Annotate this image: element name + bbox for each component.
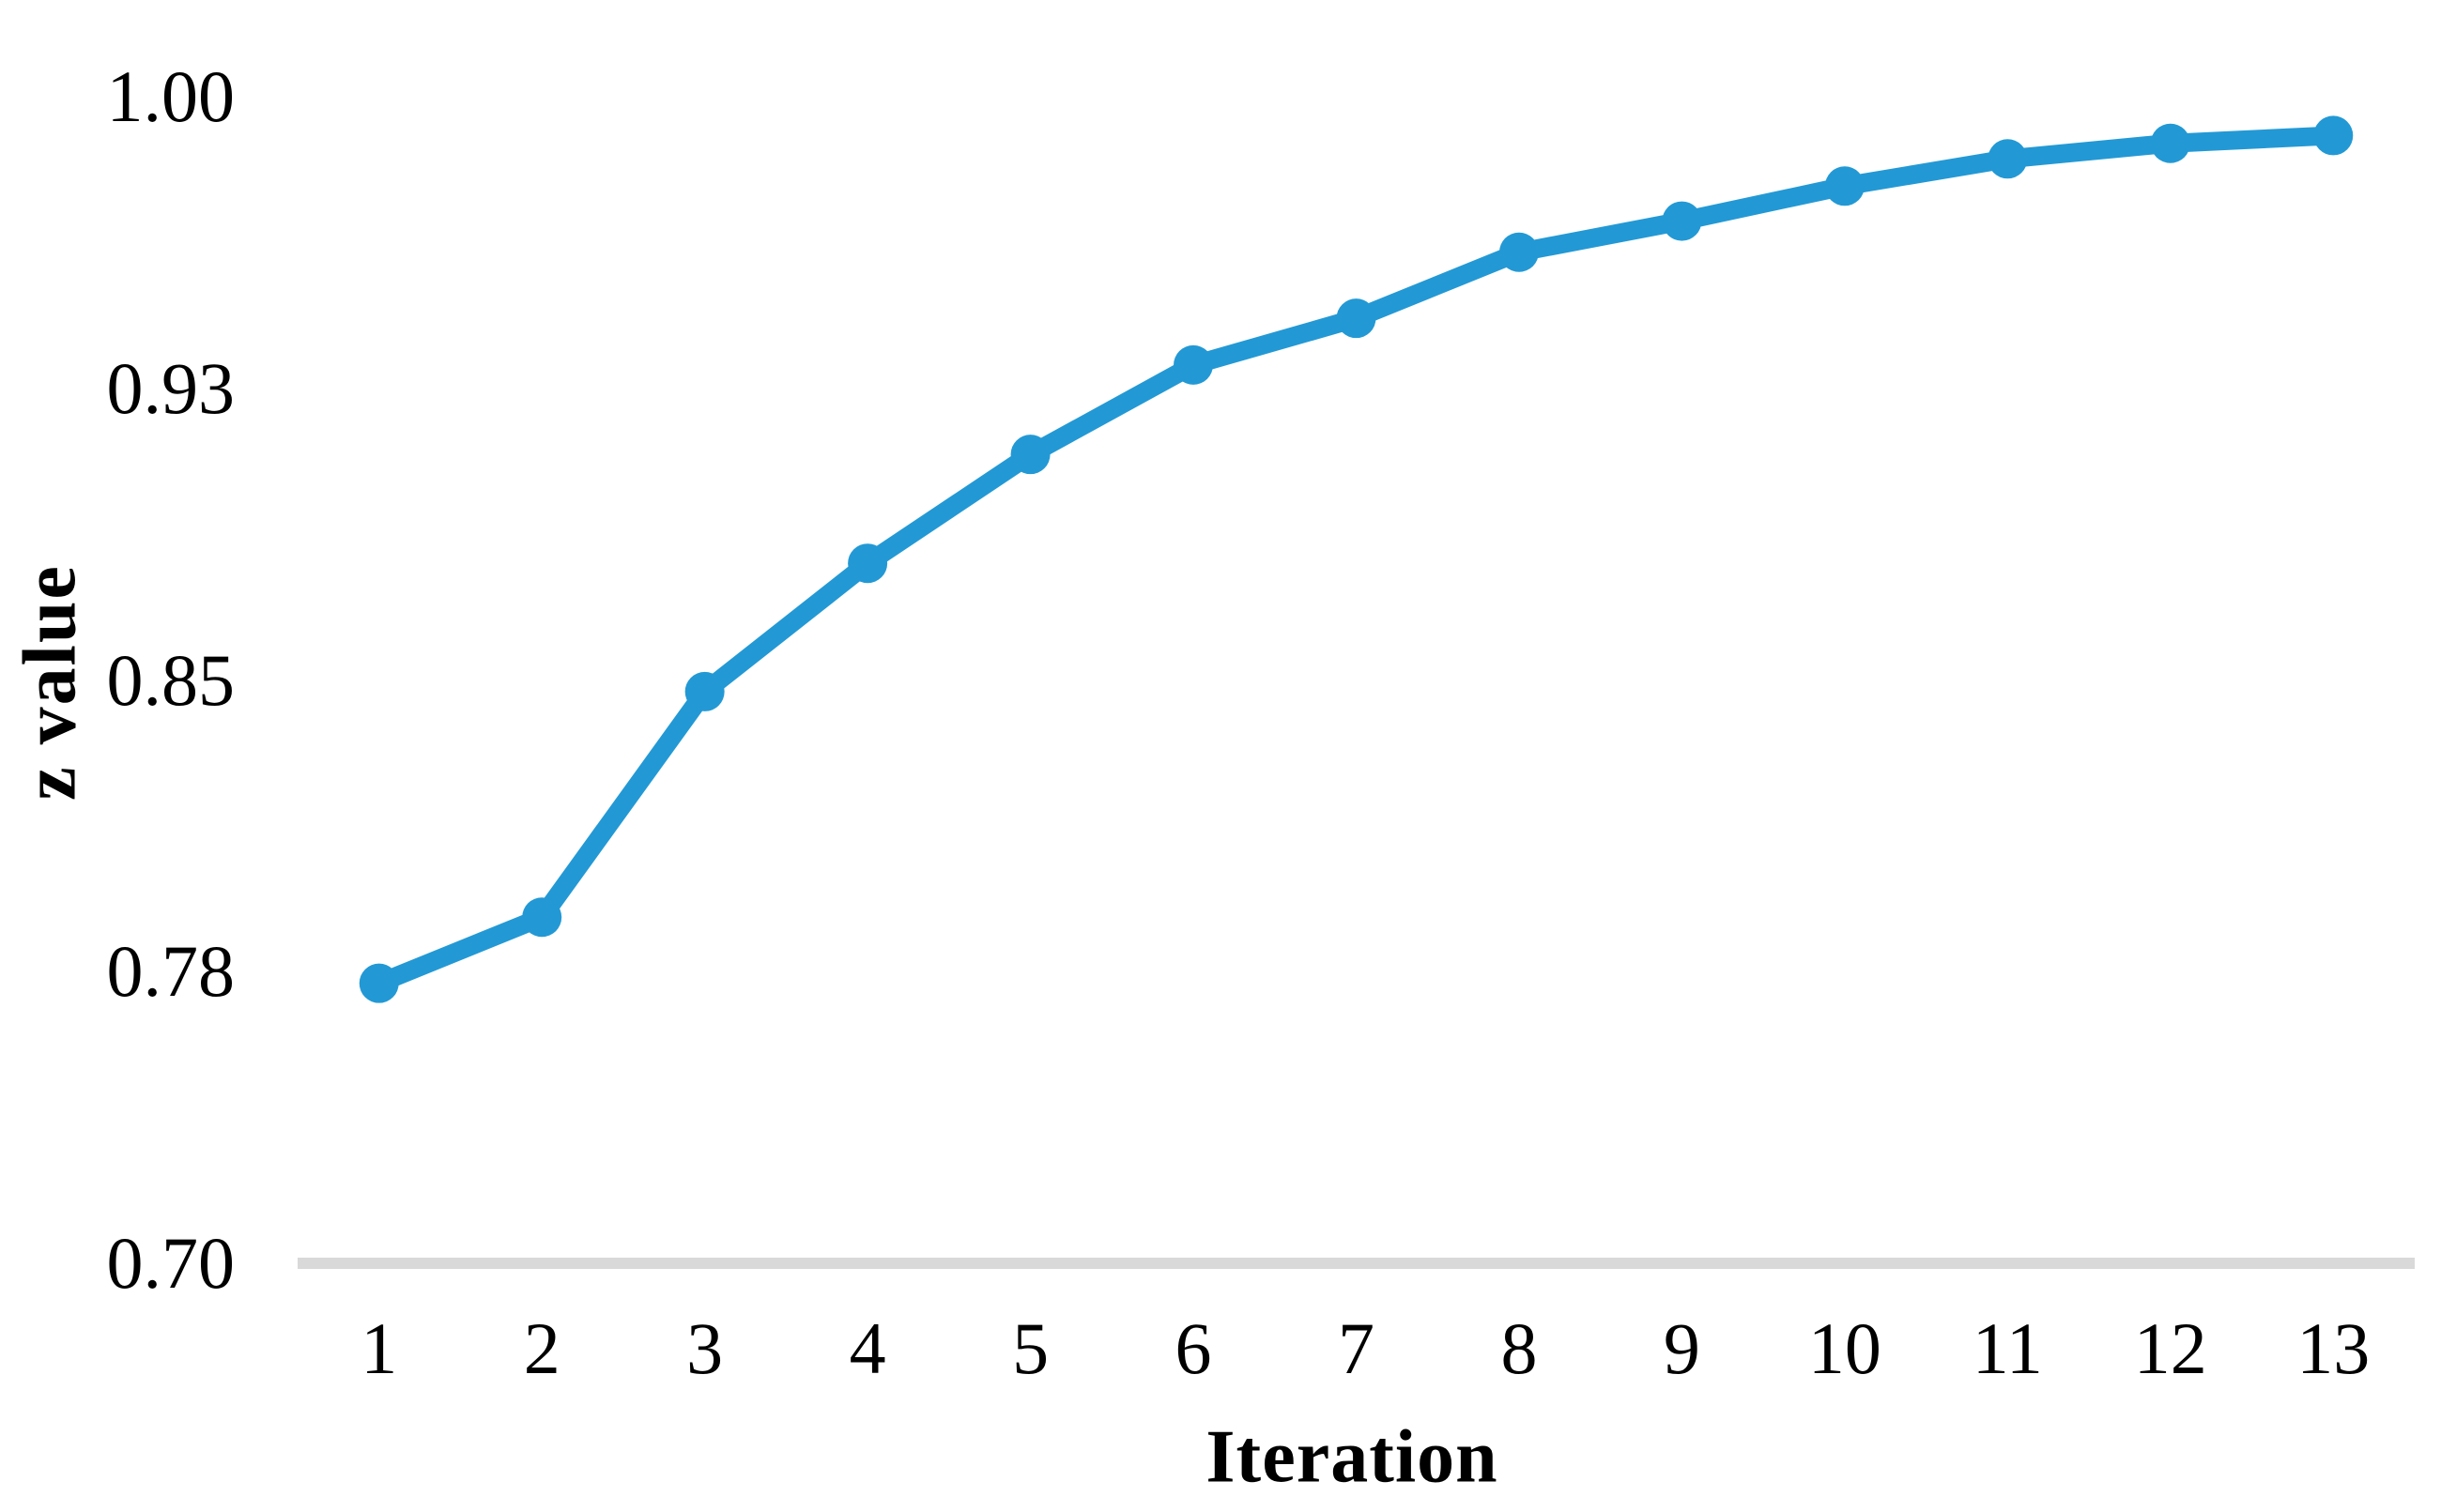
data-point-marker bbox=[848, 543, 888, 584]
data-point-marker bbox=[522, 897, 562, 938]
x-tick-label: 9 bbox=[1663, 1307, 1700, 1389]
y-tick-label: 1.00 bbox=[106, 55, 236, 137]
data-point-marker bbox=[1010, 435, 1051, 475]
data-point-marker bbox=[1662, 201, 1702, 241]
x-tick-label: 5 bbox=[1012, 1307, 1050, 1389]
data-point-marker bbox=[2150, 123, 2190, 163]
x-tick-label: 4 bbox=[849, 1307, 886, 1389]
x-tick-label: 12 bbox=[2133, 1307, 2207, 1389]
x-tick-label: 6 bbox=[1174, 1307, 1212, 1389]
x-tick-label: 2 bbox=[523, 1307, 560, 1389]
x-tick-label: 8 bbox=[1500, 1307, 1538, 1389]
data-point-marker bbox=[359, 963, 399, 1003]
y-tick-label: 0.93 bbox=[106, 346, 236, 429]
data-point-marker bbox=[1988, 139, 2028, 179]
x-tick-label: 3 bbox=[686, 1307, 724, 1389]
data-point-marker bbox=[1824, 166, 1865, 206]
y-tick-label: 0.78 bbox=[106, 930, 236, 1013]
data-point-marker bbox=[1174, 344, 1214, 385]
x-tick-label: 13 bbox=[2296, 1307, 2371, 1389]
y-tick-label: 0.85 bbox=[106, 638, 236, 721]
x-tick-label: 10 bbox=[1807, 1307, 1881, 1389]
data-line bbox=[369, 126, 2343, 993]
x-tick-label: 1 bbox=[361, 1307, 398, 1389]
y-axis-title: z value bbox=[8, 564, 92, 801]
data-point-marker bbox=[1336, 298, 1376, 339]
x-tick-label: 11 bbox=[1972, 1307, 2043, 1389]
x-tick-label: 7 bbox=[1338, 1307, 1374, 1389]
data-point-marker bbox=[2313, 115, 2354, 156]
y-tick-label: 0.70 bbox=[106, 1222, 236, 1304]
x-axis-title: Iteration bbox=[1205, 1415, 1498, 1499]
data-point-marker bbox=[1498, 232, 1539, 272]
data-point-marker bbox=[684, 671, 725, 711]
